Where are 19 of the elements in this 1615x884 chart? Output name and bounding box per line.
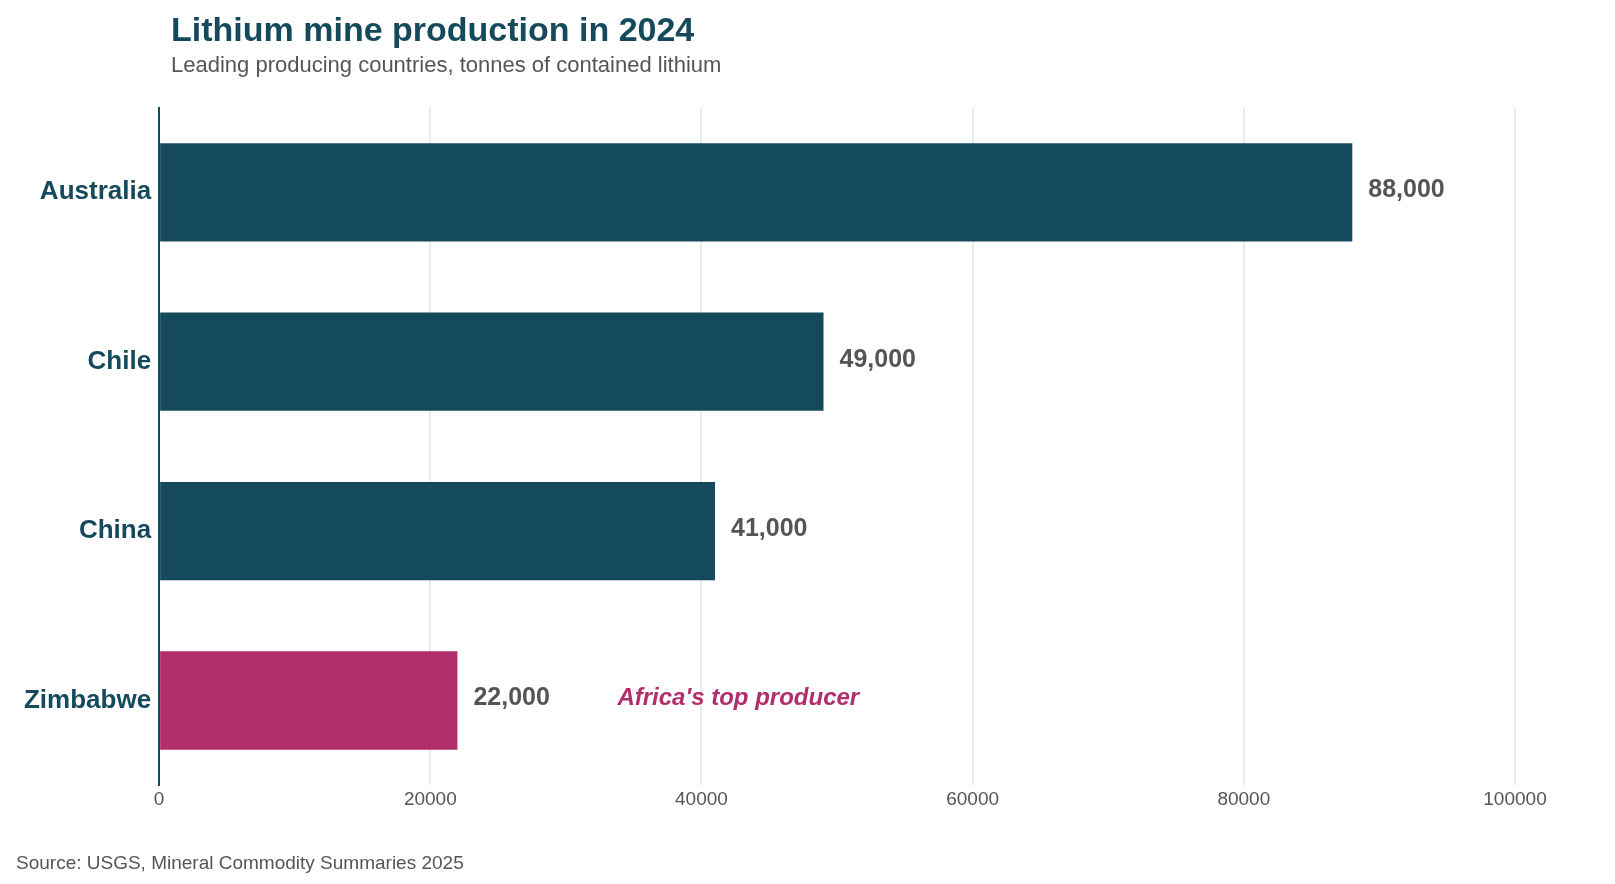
x-tick-label: 60000 bbox=[946, 787, 1000, 809]
data-label: 22,000 bbox=[473, 682, 550, 711]
y-tick-label: Australia bbox=[39, 175, 152, 206]
source-note: Source: USGS, Mineral Commodity Summaries 2025 bbox=[16, 852, 464, 874]
y-tick-label: Zimbabwe bbox=[23, 683, 152, 714]
annotation: Africa's top producer bbox=[616, 683, 861, 711]
x-tick-label: 20000 bbox=[403, 787, 457, 809]
bar bbox=[160, 651, 458, 750]
data-label: 88,000 bbox=[1368, 174, 1445, 203]
data-label: 41,000 bbox=[731, 512, 808, 541]
data-label: 49,000 bbox=[839, 343, 916, 372]
y-tick-label: Chile bbox=[87, 344, 152, 375]
y-tick-label: China bbox=[78, 514, 152, 545]
chart-title: Lithium mine production in 2024 bbox=[171, 10, 695, 49]
chart-subtitle: Leading producing countries, tonnes of contained lithium bbox=[171, 52, 722, 78]
x-tick-label: 80000 bbox=[1217, 787, 1271, 809]
x-tick-label: 100000 bbox=[1483, 787, 1547, 809]
x-tick-label: 40000 bbox=[675, 787, 728, 809]
x-tick-label: 0 bbox=[153, 787, 165, 809]
